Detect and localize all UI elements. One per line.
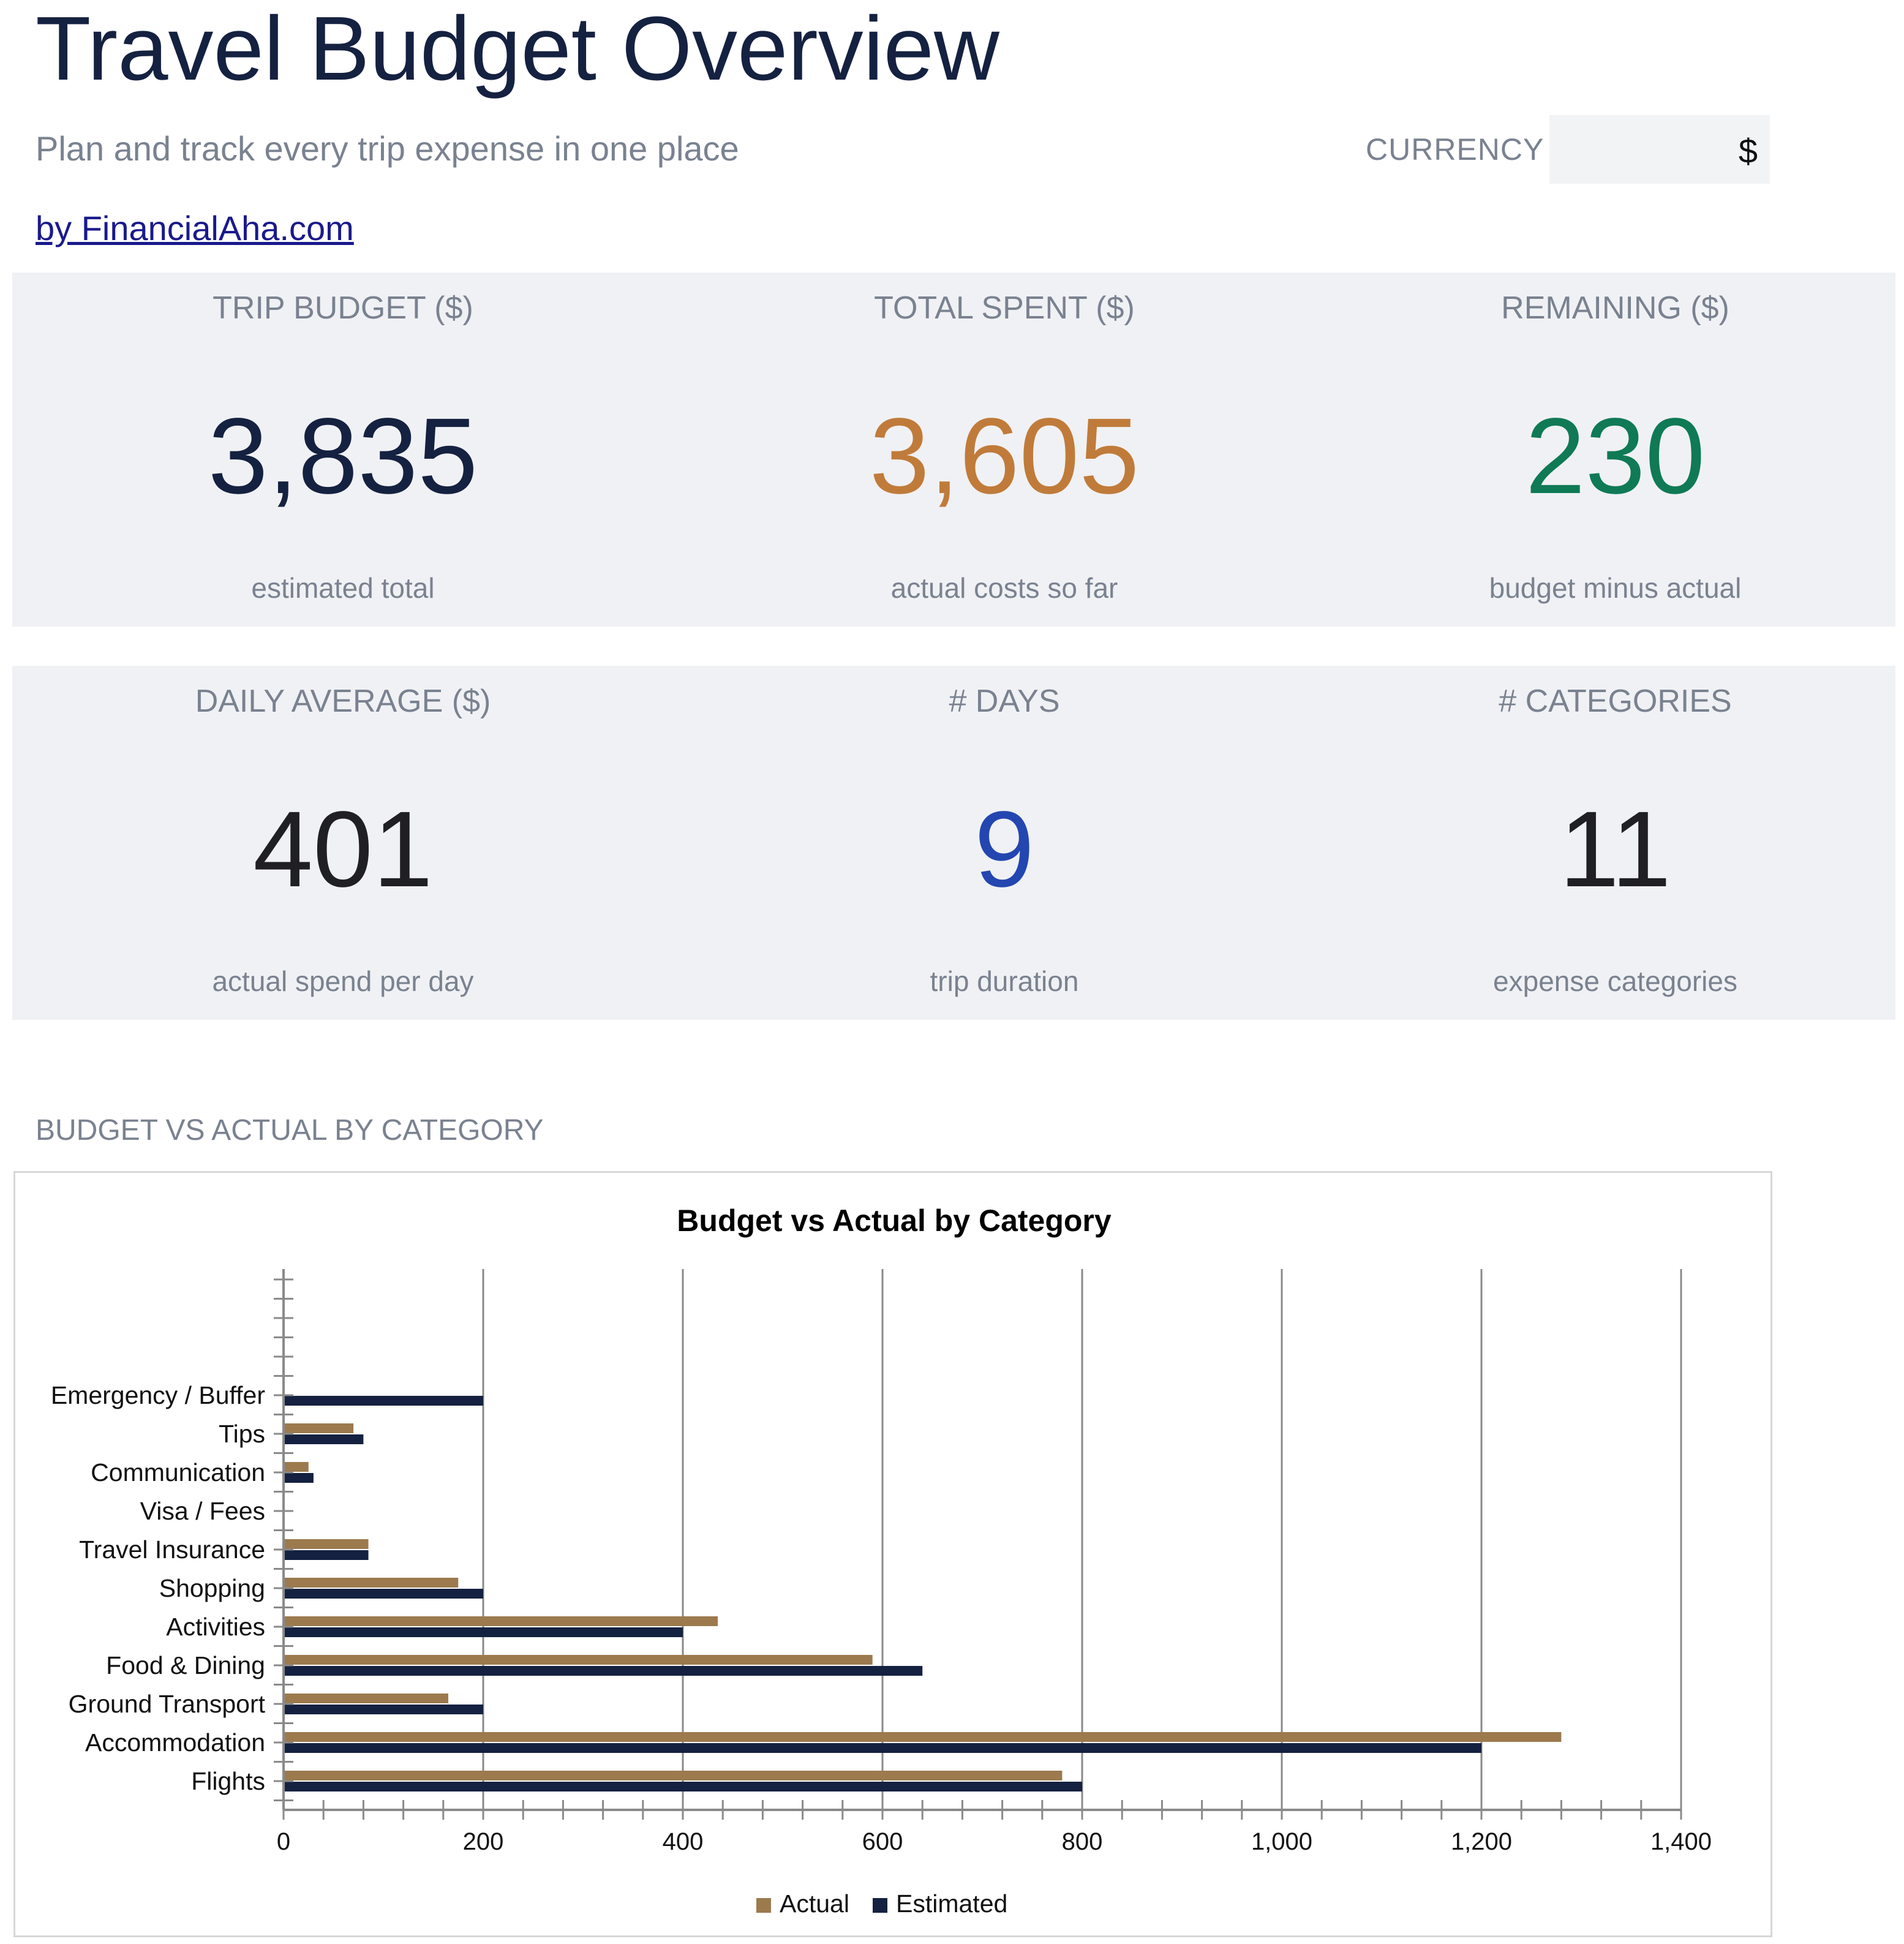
bar-estimated: [284, 1473, 314, 1483]
bar-estimated: [284, 1782, 1082, 1791]
kpi-value: 3,605: [869, 396, 1140, 516]
y-category-label: Travel Insurance: [79, 1535, 265, 1564]
x-tick-label: 600: [862, 1828, 903, 1855]
kpi-value: 401: [253, 789, 433, 910]
section-heading: BUDGET VS ACTUAL BY CATEGORY: [36, 1114, 544, 1147]
bar-estimated: [284, 1705, 483, 1714]
bar-actual: [284, 1578, 459, 1588]
currency-value: $: [1738, 132, 1758, 170]
kpi-value: 230: [1525, 396, 1706, 516]
kpi-panel-summary: TRIP BUDGET ($) 3,835 estimated total TO…: [12, 273, 1895, 627]
x-tick-label: 0: [277, 1828, 290, 1855]
financialaha-link[interactable]: by FinancialAha.com: [36, 209, 354, 247]
kpi-label: TOTAL SPENT ($): [874, 290, 1135, 326]
y-category-labels: Flights Accommodation Ground Transport Food…: [51, 1381, 266, 1795]
chart-title: Budget vs Actual by Category: [677, 1204, 1112, 1238]
kpi-caption: actual costs so far: [890, 572, 1118, 604]
page-subtitle: Plan and track every trip expense in one…: [36, 129, 739, 168]
bar-actual: [284, 1655, 873, 1665]
kpi-caption: actual spend per day: [212, 965, 474, 997]
legend-swatch: [873, 1898, 887, 1913]
bar-actual: [284, 1771, 1063, 1780]
kpi-caption: estimated total: [251, 572, 435, 604]
kpi-caption: trip duration: [930, 965, 1079, 997]
y-category-label: Food & Dining: [106, 1651, 265, 1679]
currency-field[interactable]: $: [1549, 115, 1770, 184]
kpi-label: REMAINING ($): [1501, 290, 1729, 326]
legend-label: Estimated: [896, 1889, 1007, 1918]
bar-actual: [284, 1732, 1562, 1742]
kpi-trip-budget: TRIP BUDGET ($) 3,835 estimated total: [12, 273, 674, 627]
page-title: Travel Budget Overview: [36, 0, 999, 99]
bar-estimated: [284, 1666, 923, 1676]
kpi-days: # DAYS 9 trip duration: [674, 666, 1335, 1020]
bar-actual: [284, 1539, 369, 1549]
chart-legend: Actual Estimated: [756, 1889, 1007, 1918]
kpi-caption: budget minus actual: [1489, 572, 1742, 604]
kpi-label: # DAYS: [949, 684, 1060, 719]
y-category-label: Communication: [91, 1458, 265, 1486]
bar-actual: [284, 1693, 448, 1703]
kpi-total-spent: TOTAL SPENT ($) 3,605 actual costs so fa…: [674, 273, 1335, 627]
bar-estimated: [284, 1743, 1481, 1753]
kpi-categories: # CATEGORIES 11 expense categories: [1335, 666, 1895, 1020]
x-tick-label: 1,200: [1451, 1828, 1512, 1855]
kpi-value: 3,835: [208, 396, 478, 516]
x-tick-label: 1,000: [1251, 1828, 1312, 1855]
kpi-caption: expense categories: [1493, 965, 1737, 997]
budget-vs-actual-chart: Budget vs Actual by Category 0 200 400 600 8…: [51, 1204, 1712, 1918]
bar-actual: [284, 1462, 309, 1472]
currency-label: CURRENCY: [1366, 132, 1545, 167]
kpi-daily-average: DAILY AVERAGE ($) 401 actual spend per d…: [12, 666, 674, 1020]
legend-swatch: [756, 1898, 771, 1913]
y-category-label: Visa / Fees: [140, 1497, 265, 1525]
kpi-label: # CATEGORIES: [1499, 684, 1732, 719]
x-tick-labels: 0 200 400 600 800 1,000 1,200 1,400: [277, 1828, 1712, 1855]
y-category-label: Flights: [191, 1767, 265, 1795]
chart-axes: [274, 1269, 1682, 1820]
kpi-panel-details: DAILY AVERAGE ($) 401 actual spend per d…: [12, 666, 1895, 1020]
bar-estimated: [284, 1396, 483, 1406]
y-category-label: Shopping: [159, 1574, 265, 1602]
chart-container: Budget vs Actual by Category 0 200 400 600 8…: [13, 1171, 1772, 1937]
y-category-label: Accommodation: [85, 1728, 265, 1757]
bar-actual: [284, 1423, 354, 1433]
y-category-label: Activities: [166, 1613, 265, 1641]
x-tick-label: 800: [1062, 1828, 1103, 1855]
kpi-label: TRIP BUDGET ($): [213, 290, 473, 326]
kpi-label: DAILY AVERAGE ($): [195, 684, 491, 719]
bar-estimated: [284, 1627, 683, 1637]
x-tick-label: 1,400: [1650, 1828, 1712, 1855]
kpi-value: 9: [974, 789, 1034, 910]
legend-label: Actual: [780, 1889, 849, 1918]
x-tick-label: 200: [463, 1828, 504, 1855]
bar-estimated: [284, 1434, 364, 1444]
y-category-label: Ground Transport: [69, 1690, 266, 1718]
bar-estimated: [284, 1589, 483, 1599]
x-tick-label: 400: [663, 1828, 704, 1855]
kpi-value: 11: [1559, 789, 1671, 910]
bar-actual: [284, 1616, 718, 1626]
chart-gridlines: [482, 1269, 1682, 1810]
y-category-label: Emergency / Buffer: [51, 1381, 265, 1409]
y-category-label: Tips: [219, 1420, 265, 1448]
kpi-remaining: REMAINING ($) 230 budget minus actual: [1335, 273, 1895, 627]
chart-bars: [284, 1396, 1562, 1791]
bar-estimated: [284, 1550, 369, 1560]
